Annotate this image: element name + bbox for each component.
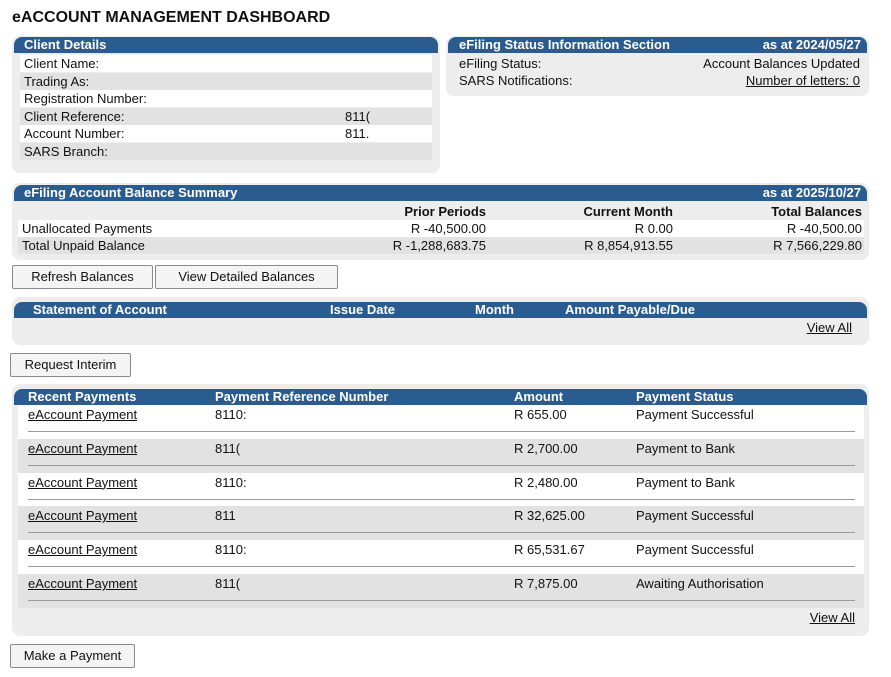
payment-cell: 811 [215, 508, 236, 524]
field-label: Client Reference: [24, 108, 125, 124]
row-band [18, 506, 864, 541]
field-label: Client Name: [24, 56, 100, 71]
balance-button[interactable]: View Detailed Balances [155, 265, 338, 289]
request-interim-button[interactable]: Request Interim [10, 353, 131, 377]
payment-link[interactable]: eAccount Payment [28, 407, 138, 422]
balance-value: R 8,854,913.55 [584, 238, 673, 253]
row-band [20, 125, 432, 142]
row-separator [28, 600, 855, 601]
balance-value: R 7,566,229.80 [773, 238, 862, 253]
column-header: Current Month [583, 204, 673, 219]
row-band [20, 90, 432, 107]
row-band [20, 72, 432, 90]
panel-title: eFiling Status Information Section [459, 37, 670, 52]
as-at-date: as at 2025/10/27 [762, 185, 861, 200]
row-band [18, 438, 864, 473]
row-separator [28, 532, 855, 534]
balance-button[interactable]: Refresh Balances [12, 265, 153, 289]
payment-cell: 811( [215, 576, 241, 591]
column-header: Payment Reference Number [215, 389, 389, 404]
row-separator [28, 464, 855, 466]
payment-cell: Payment Successful [636, 542, 754, 558]
payment-link[interactable]: eAccount Payment [28, 508, 138, 524]
payment-cell: R 2,700.00 [514, 440, 578, 456]
as-at-date: as at 2024/05/27 [762, 37, 861, 52]
payment-cell: R 32,625.00 [514, 508, 585, 524]
column-header: Issue Date [330, 302, 396, 317]
row-separator [28, 431, 855, 432]
field-value: 811. [345, 126, 370, 141]
payment-link[interactable]: eAccount Payment [28, 542, 138, 558]
balance-value: R 0.00 [634, 221, 673, 236]
field-label: SARS Notifications: [459, 73, 573, 88]
field-label: Account Number: [24, 126, 125, 141]
payment-cell: 8110: [215, 542, 247, 558]
payment-link[interactable]: eAccount Payment [28, 440, 138, 456]
view-all-link[interactable]: View All [809, 610, 855, 625]
page-title: eACCOUNT MANAGEMENT DASHBOARD [12, 9, 331, 26]
payment-cell: R 655.00 [514, 407, 567, 422]
payment-cell: 8110: [215, 474, 247, 490]
row-label: Unallocated Payments [22, 221, 153, 236]
payment-cell: Payment to Bank [636, 440, 735, 456]
panel-title: eFiling Account Balance Summary [24, 185, 238, 200]
row-band [18, 405, 864, 439]
column-header: Prior Periods [404, 204, 486, 219]
field-label: SARS Branch: [24, 143, 108, 159]
row-separator [28, 498, 855, 500]
view-all-link[interactable]: View All [806, 320, 852, 335]
row-band [18, 540, 864, 575]
balance-value: R -40,500.00 [786, 221, 862, 236]
row-separator [28, 566, 855, 568]
column-header: Recent Payments [28, 389, 137, 404]
row-band [20, 107, 432, 125]
row-label: Total Unpaid Balance [22, 238, 145, 253]
payment-cell: R 65,531.67 [514, 542, 585, 558]
panel-header [448, 37, 867, 53]
balance-value: R -40,500.00 [410, 221, 486, 236]
row-band [20, 55, 432, 72]
row-band [18, 237, 864, 254]
payment-cell: 811( [215, 440, 241, 456]
column-header: Payment Status [636, 389, 734, 404]
column-header: Amount Payable/Due [565, 302, 696, 317]
panel-title: Client Details [24, 37, 107, 52]
make-payment-button[interactable]: Make a Payment [10, 644, 135, 668]
payment-link[interactable]: eAccount Payment [28, 576, 138, 591]
field-value: 811( [345, 108, 371, 124]
column-header: Amount [514, 389, 564, 404]
field-value: Account Balances Updated [703, 56, 860, 71]
row-band [18, 472, 864, 507]
row-band [18, 574, 864, 608]
panel-header [14, 37, 438, 53]
column-header: Statement of Account [33, 302, 167, 317]
payment-link[interactable]: eAccount Payment [28, 474, 138, 490]
payment-cell: Payment Successful [636, 407, 754, 422]
balance-value: R -1,288,683.75 [392, 238, 486, 253]
column-header: Total Balances [771, 204, 862, 219]
payment-cell: Payment to Bank [636, 474, 735, 490]
payment-cell: R 2,480.00 [514, 474, 578, 490]
payment-cell: R 7,875.00 [514, 576, 578, 591]
payment-cell: 8110: [215, 407, 247, 422]
row-band [20, 142, 432, 160]
field-label: Trading As: [24, 73, 90, 89]
payment-cell: Awaiting Authorisation [636, 576, 764, 591]
panel-header [14, 302, 867, 318]
column-header: Month [475, 302, 514, 317]
field-label: eFiling Status: [459, 56, 542, 71]
field-label: Registration Number: [24, 91, 147, 106]
row-band [18, 220, 864, 237]
panel-header [14, 185, 867, 201]
payment-cell: Payment Successful [636, 508, 754, 524]
notifications-link[interactable]: Number of letters: 0 [745, 73, 860, 88]
panel-header [14, 389, 867, 405]
